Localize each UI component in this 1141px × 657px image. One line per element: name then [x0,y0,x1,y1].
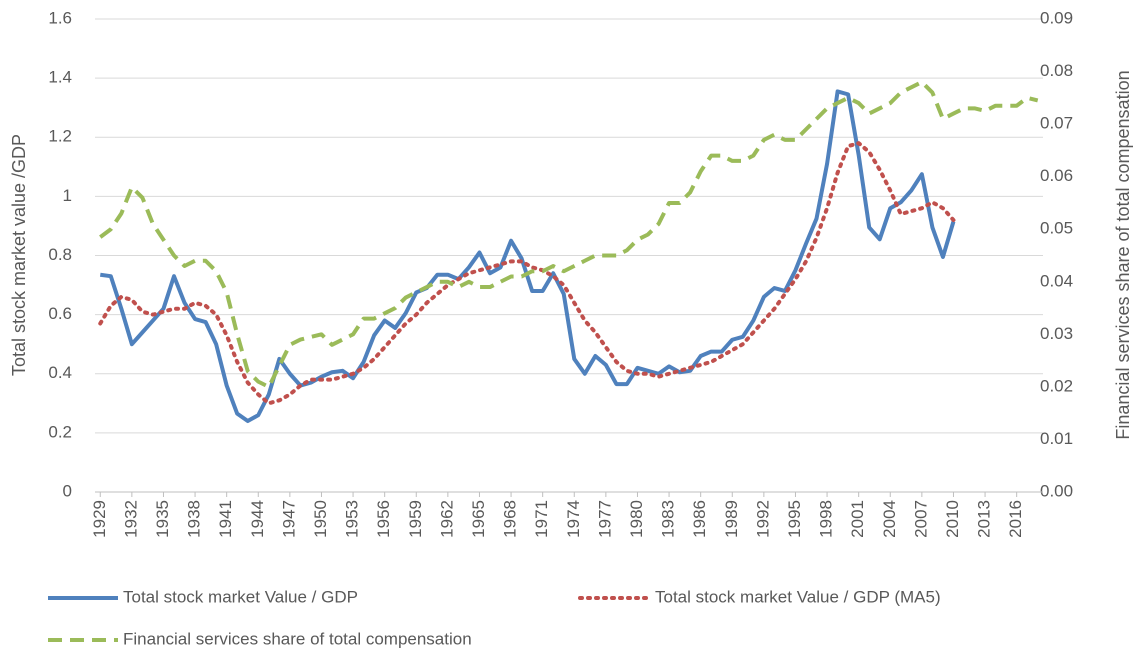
y2-tick-label: 0.08 [1040,61,1073,80]
x-tick-label: 2016 [1006,500,1025,538]
series-line [98,141,956,406]
x-tick-label: 1989 [722,500,741,538]
y-axis-title: Total stock market value /GDP [9,134,29,376]
y2-tick-label: 0.01 [1040,429,1073,448]
x-tick-label: 2004 [880,500,899,538]
y2-tick-label: 0.07 [1040,114,1073,133]
legend-label: Financial services share of total compen… [123,629,472,648]
y-tick-label: 0.8 [48,245,72,264]
y2-tick-label: 0.05 [1040,219,1073,238]
y-tick-label: 0.6 [48,304,72,323]
y-tick-label: 1.2 [48,127,72,146]
y2-tick-label: 0.02 [1040,376,1073,395]
y-tick-label: 0.4 [48,363,72,382]
x-tick-label: 1962 [437,500,456,538]
y2-tick-label: 0.09 [1040,8,1073,27]
x-tick-label: 1980 [627,500,646,538]
series-line [99,80,1039,389]
x-tick-label: 1995 [785,500,804,538]
x-tick-label: 2010 [943,500,962,538]
x-tick-label: 1992 [753,500,772,538]
legend-label: Total stock market Value / GDP [123,587,358,606]
legend-label: Total stock market Value / GDP (MA5) [655,587,941,606]
x-tick-label: 1968 [501,500,520,538]
y-tick-label: 1 [63,186,72,205]
y2-tick-label: 0.04 [1040,271,1073,290]
y2-tick-label: 0.00 [1040,481,1073,500]
x-tick-label: 1935 [153,500,172,538]
x-tick-label: 1965 [469,500,488,538]
x-tick-label: 1941 [216,500,235,538]
x-tick-label: 1947 [279,500,298,538]
y-tick-label: 0.2 [48,422,72,441]
y-tick-label: 1.4 [48,68,72,87]
x-tick-label: 1944 [248,500,267,538]
x-tick-label: 1956 [374,500,393,538]
x-tick-label: 1953 [343,500,362,538]
x-tick-label: 1986 [690,500,709,538]
x-tick-label: 1977 [595,500,614,538]
x-tick-label: 1983 [659,500,678,538]
x-tick-label: 1938 [185,500,204,538]
y2-axis-title: Financial services share of total compen… [1113,70,1133,439]
x-tick-label: 1929 [90,500,109,538]
x-tick-label: 1974 [564,500,583,538]
x-tick-label: 2013 [975,500,994,538]
x-tick-label: 1998 [817,500,836,538]
y-tick-label: 1.6 [48,8,72,27]
y2-tick-label: 0.03 [1040,324,1073,343]
x-tick-label: 2007 [911,500,930,538]
y-tick-label: 0 [63,481,72,500]
x-tick-label: 1971 [532,500,551,538]
x-tick-label: 1950 [311,500,330,538]
x-tick-label: 2001 [848,500,867,538]
x-tick-label: 1932 [121,500,140,538]
series-line [99,89,956,424]
y2-tick-label: 0.06 [1040,166,1073,185]
x-tick-label: 1959 [406,500,425,538]
